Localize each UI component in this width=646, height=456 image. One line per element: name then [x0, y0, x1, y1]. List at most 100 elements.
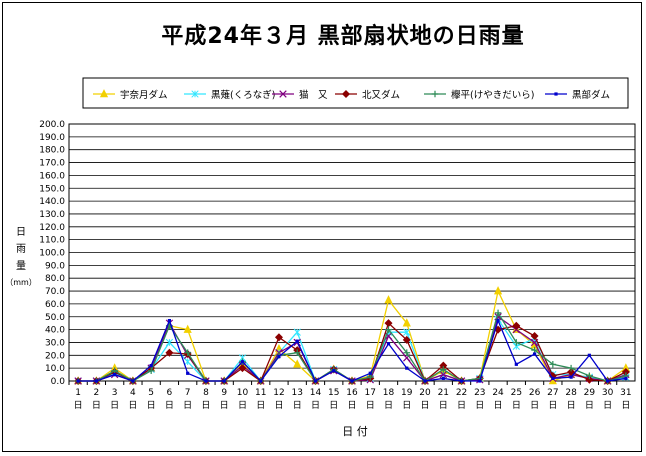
x-tick-suffix: 日 — [621, 400, 630, 411]
x-tick-label: 12 — [273, 388, 284, 398]
x-tick-label: 27 — [547, 388, 558, 398]
x-tick-suffix: 日 — [110, 400, 119, 411]
data-point — [332, 369, 336, 373]
chart-frame: 平成24年３月 黒部扇状地の日雨量 宇奈月ダム 黒薙(くろなぎ) 猫 又 北又ダム 欅平… — [2, 2, 642, 452]
data-point — [111, 367, 118, 375]
x-tick-suffix: 日 — [274, 400, 283, 411]
x-tick-suffix: 日 — [366, 400, 375, 411]
data-point — [76, 379, 80, 383]
data-point — [513, 339, 520, 346]
x-tick-label: 9 — [221, 388, 227, 398]
data-point — [514, 362, 518, 366]
legend-label: 黒部ダム — [572, 89, 610, 101]
x-tick-suffix: 日 — [603, 400, 612, 411]
x-tick-suffix: 日 — [92, 400, 101, 411]
data-point — [441, 376, 445, 381]
data-point — [386, 342, 391, 346]
x-tick-label: 19 — [401, 388, 413, 398]
y-tick-label: 170.0 — [39, 159, 65, 169]
x-tick-suffix: 日 — [512, 400, 521, 411]
x-tick-suffix: 日 — [494, 400, 503, 411]
data-point — [204, 379, 208, 383]
data-point — [402, 318, 411, 327]
series-group — [74, 286, 630, 386]
data-point — [624, 376, 628, 381]
data-point — [186, 371, 190, 375]
x-tick-label: 29 — [584, 388, 596, 398]
data-point — [368, 371, 372, 375]
x-tick-suffix: 日 — [165, 400, 174, 411]
data-point — [238, 364, 247, 373]
y-label-part: 雨 — [16, 244, 26, 255]
data-point — [295, 339, 299, 343]
legend-label: 北又ダム — [362, 89, 400, 101]
x-tick-label: 17 — [365, 388, 376, 398]
x-tick-suffix: 日 — [220, 400, 229, 411]
x-tick-suffix: 日 — [183, 400, 192, 411]
data-point — [366, 373, 374, 381]
x-tick-label: 13 — [291, 388, 302, 398]
data-point — [149, 363, 153, 368]
y-tick-label: 200.0 — [39, 120, 65, 130]
data-point — [403, 328, 411, 336]
y-tick-label: 20.0 — [45, 351, 65, 361]
data-point — [259, 379, 263, 383]
y-tick-label: 150.0 — [39, 184, 65, 194]
data-point — [274, 333, 283, 342]
data-point — [532, 352, 537, 356]
data-point — [402, 335, 411, 344]
data-point — [439, 370, 448, 379]
x-axis-label: 日 付 — [342, 425, 368, 438]
x-tick-label: 5 — [148, 388, 154, 398]
data-point — [549, 360, 557, 368]
legend-label: 宇奈月ダム — [120, 89, 168, 101]
x-tick-suffix: 日 — [567, 400, 576, 411]
y-axis-label: 日雨量 （mm） — [5, 227, 37, 287]
chart-title: 平成24年３月 黒部扇状地の日雨量 — [161, 23, 524, 49]
data-point — [99, 89, 109, 98]
x-tick-suffix: 日 — [201, 400, 210, 411]
data-point — [113, 372, 117, 377]
data-point — [147, 367, 155, 375]
y-tick-label: 60.0 — [45, 300, 65, 310]
y-axis-ticks: 0.0 10.0 20.0 30.0 40.0 50.0 60.0 70.0 80.0 90.0 1… — [39, 120, 65, 387]
legend-label: 欅平(けやきだいら) — [451, 90, 534, 101]
rainfall-chart: 平成24年３月 黒部扇状地の日雨量 宇奈月ダム 黒薙(くろなぎ) 猫 又 北又ダム 欅平… — [5, 23, 636, 438]
y-tick-label: 160.0 — [39, 171, 65, 181]
x-tick-label: 26 — [529, 388, 541, 398]
data-point — [350, 379, 354, 383]
data-point — [403, 349, 411, 357]
x-axis-ticks: 1日2日3日4日5日6日7日8日9日10日11日12日13日14日15日16日1… — [68, 381, 632, 411]
x-tick-label: 21 — [438, 388, 449, 398]
y-tick-label: 110.0 — [39, 236, 65, 246]
data-point — [569, 375, 573, 379]
x-tick-suffix: 日 — [256, 400, 265, 411]
x-tick-suffix: 日 — [238, 400, 247, 411]
y-tick-label: 140.0 — [39, 197, 65, 207]
data-point — [423, 379, 427, 383]
legend-label: 猫 又 — [299, 89, 328, 101]
data-point — [293, 328, 301, 336]
data-point — [439, 366, 447, 373]
x-tick-suffix: 日 — [384, 400, 393, 411]
x-tick-label: 7 — [185, 388, 191, 398]
y-tick-label: 80.0 — [45, 274, 65, 284]
x-tick-label: 25 — [511, 388, 522, 398]
y-tick-label: 50.0 — [45, 313, 65, 323]
x-tick-label: 4 — [130, 388, 136, 398]
data-point — [530, 332, 539, 341]
data-point — [191, 90, 199, 98]
x-tick-suffix: 日 — [457, 400, 466, 411]
data-point — [512, 321, 521, 330]
y-label-part: 日 — [16, 227, 26, 238]
y-tick-label: 100.0 — [39, 249, 65, 259]
data-point — [293, 359, 302, 368]
data-point — [494, 309, 502, 317]
data-point — [165, 348, 174, 357]
legend-label: 黒薙(くろなぎ) — [211, 89, 275, 101]
x-tick-label: 23 — [474, 388, 485, 398]
data-point — [293, 349, 301, 357]
data-point — [184, 358, 192, 366]
y-tick-label: 90.0 — [45, 261, 65, 271]
y-tick-label: 180.0 — [39, 146, 65, 156]
